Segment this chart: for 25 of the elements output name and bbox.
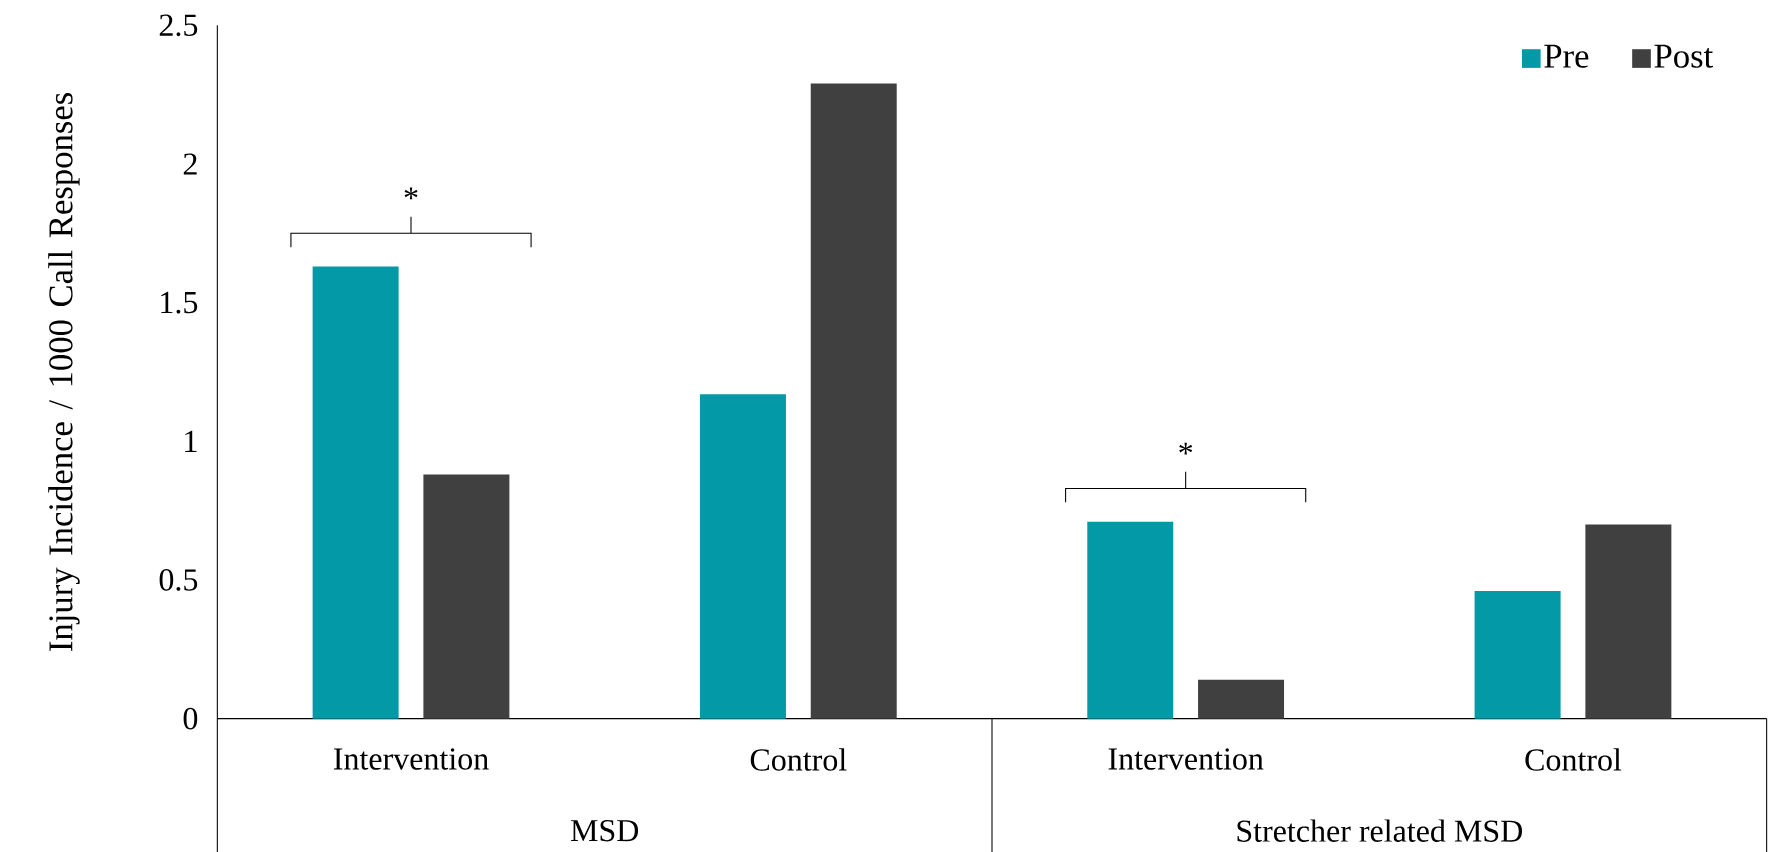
bar xyxy=(699,394,786,719)
annotation: * xyxy=(1179,442,1193,455)
y-axis-title: Injury Incidence / 1000 Call Responses xyxy=(48,93,80,651)
bar xyxy=(312,266,399,719)
text: MSD xyxy=(570,819,639,842)
x-tick-label: Control xyxy=(750,748,847,771)
bar xyxy=(810,83,897,719)
x-tick-label: Control xyxy=(1525,748,1622,771)
bar xyxy=(423,474,510,719)
bar xyxy=(1087,521,1174,719)
bar xyxy=(1585,524,1672,719)
bar xyxy=(1198,679,1285,719)
y-tick-label: 1 xyxy=(185,430,197,452)
y-tick-label: 0 xyxy=(183,707,198,730)
y-tick-label: 0.5 xyxy=(159,569,198,591)
x-tick-label: Intervention xyxy=(333,748,489,770)
y-tick-label: 1.5 xyxy=(161,291,198,314)
x-tick-label: Intervention xyxy=(1108,748,1264,770)
legend-label: Post xyxy=(1654,44,1714,68)
bar xyxy=(1474,591,1561,719)
annotation: * xyxy=(404,187,418,200)
y-tick-label: 2.5 xyxy=(159,14,198,37)
y-tick-label: 2 xyxy=(183,153,197,175)
legend-label: Pre xyxy=(1544,44,1589,68)
text: Stretcher related MSD xyxy=(1237,819,1522,842)
